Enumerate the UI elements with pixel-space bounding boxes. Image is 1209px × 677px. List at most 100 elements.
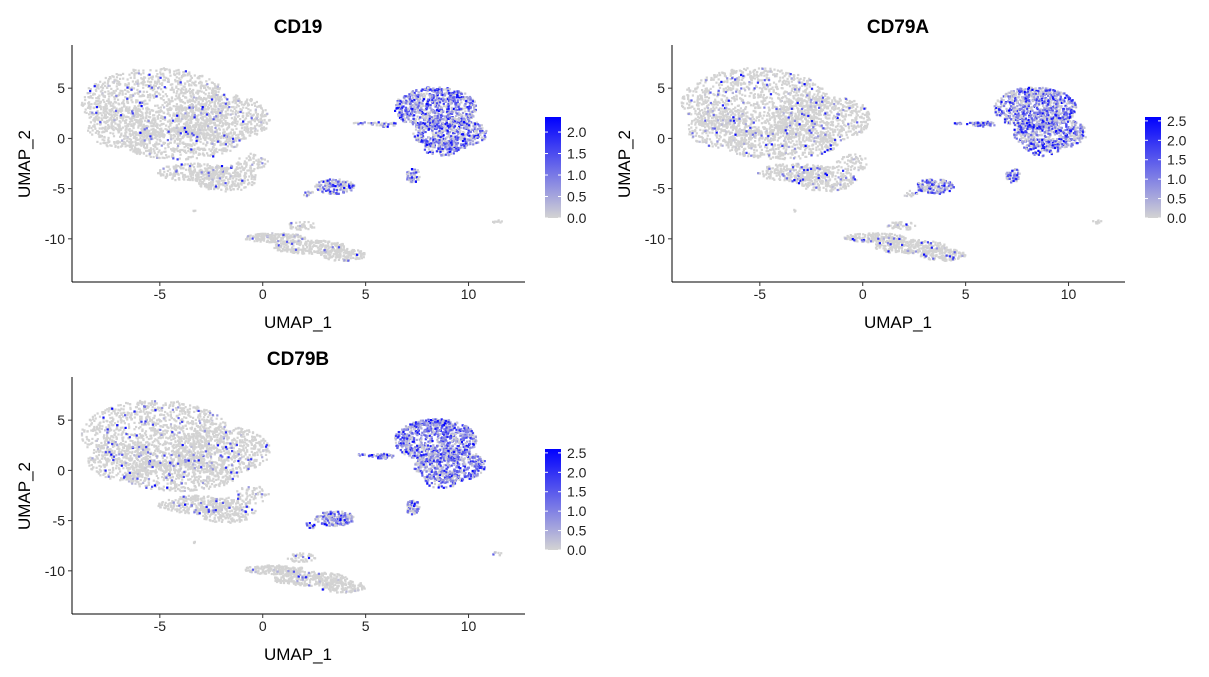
cell-point <box>291 226 294 229</box>
cell-point <box>154 91 157 94</box>
cell-point <box>152 122 156 125</box>
cell-point <box>149 69 152 72</box>
cell-point <box>205 101 208 104</box>
cell-point <box>203 86 206 89</box>
cell-point <box>186 143 189 146</box>
cell-point <box>203 119 206 122</box>
cell-point <box>464 103 467 106</box>
cell-point <box>335 245 338 248</box>
cell-point <box>179 138 182 141</box>
cell-point <box>158 124 162 127</box>
cell-point <box>425 114 429 117</box>
cell-point <box>223 115 227 118</box>
cell-point <box>132 70 135 73</box>
cell-point <box>253 130 257 133</box>
cell-point <box>183 115 186 118</box>
cell-point <box>125 119 128 122</box>
cell-point <box>160 68 163 71</box>
cell-point <box>240 138 243 141</box>
cell-point <box>112 102 115 105</box>
cell-point <box>89 107 92 110</box>
cell-point <box>455 96 458 99</box>
cell-point <box>183 85 186 88</box>
cell-point <box>213 177 216 180</box>
cell-point <box>207 174 211 177</box>
cell-point <box>250 183 253 186</box>
cell-point <box>214 118 217 121</box>
cell-point <box>416 108 419 111</box>
cell-point <box>213 96 217 99</box>
cell-point <box>97 96 100 99</box>
cell-point <box>350 249 353 253</box>
cell-point <box>204 108 207 111</box>
cell-point <box>226 148 229 151</box>
cell-point <box>409 106 412 109</box>
cell-point <box>427 125 430 128</box>
cell-point <box>260 121 263 124</box>
cell-point <box>166 139 169 142</box>
cell-point <box>107 123 110 127</box>
cell-point <box>198 135 202 138</box>
cell-point <box>447 117 450 120</box>
cell-point <box>175 126 178 129</box>
cell-point <box>88 105 91 108</box>
cell-point <box>201 128 205 132</box>
cell-point <box>141 81 144 84</box>
cell-point <box>146 80 150 83</box>
cell-point <box>177 81 180 84</box>
cell-point <box>398 116 402 119</box>
cell-point <box>115 76 119 79</box>
cell-point <box>307 250 310 253</box>
cell-point <box>260 235 263 238</box>
cell-point <box>204 136 207 139</box>
cell-point <box>131 80 134 83</box>
cell-point <box>309 224 312 227</box>
cell-point <box>119 121 122 124</box>
cell-point <box>312 222 315 225</box>
cell-point <box>211 178 214 181</box>
cell-point <box>119 83 122 86</box>
cell-point <box>156 143 159 146</box>
cell-point <box>253 175 256 178</box>
cell-point <box>468 118 471 121</box>
cell-point <box>324 250 327 253</box>
cell-point <box>409 120 412 123</box>
cell-point <box>135 119 138 122</box>
cell-point <box>198 148 201 151</box>
cell-point <box>191 107 194 110</box>
cell-point <box>327 188 331 191</box>
cell-point <box>327 247 330 250</box>
cell-point <box>121 114 124 117</box>
cell-point <box>209 115 212 118</box>
cell-point <box>407 116 410 119</box>
cell-point <box>246 169 249 172</box>
cell-point <box>260 166 263 169</box>
cell-point <box>140 120 144 123</box>
cell-point <box>472 106 476 109</box>
cell-point <box>268 241 271 244</box>
cell-point <box>448 131 452 134</box>
cell-point <box>152 114 155 117</box>
cell-point <box>437 90 440 93</box>
cell-point <box>173 114 176 117</box>
cell-point <box>435 88 438 91</box>
cell-point <box>246 123 249 126</box>
cell-point <box>256 240 259 243</box>
cell-point <box>104 129 107 132</box>
cell-point <box>306 246 309 249</box>
cell-point <box>139 151 142 154</box>
cell-point <box>323 255 326 258</box>
cell-point <box>99 142 102 145</box>
cell-point <box>148 73 151 76</box>
cell-point <box>186 99 189 102</box>
cell-point <box>159 109 162 112</box>
cell-point <box>124 134 127 138</box>
cell-point <box>231 106 234 109</box>
cell-point <box>260 239 263 242</box>
cell-point <box>445 92 448 95</box>
cell-point <box>158 136 161 139</box>
cell-point <box>128 117 131 120</box>
cell-point <box>427 111 430 114</box>
cell-point <box>187 105 190 108</box>
cell-point <box>143 139 146 142</box>
